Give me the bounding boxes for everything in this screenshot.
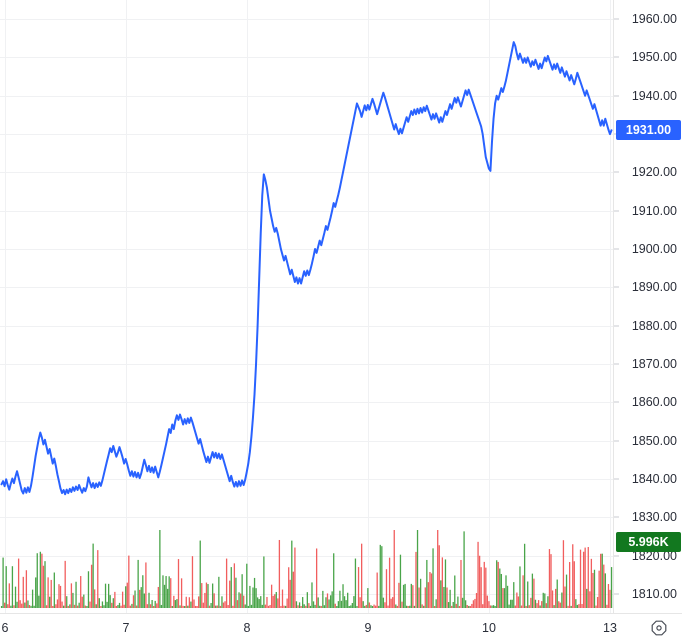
price-axis-tick-label: 1870.00 — [631, 356, 677, 371]
price-axis-tick-mark — [614, 248, 619, 250]
price-axis-tick-label: 1830.00 — [631, 509, 677, 524]
price-axis-tick-label: 1820.00 — [631, 548, 677, 563]
price-axis-tick-mark — [614, 171, 619, 173]
price-axis-tick-mark — [614, 555, 619, 557]
axis-settings-button[interactable] — [644, 613, 674, 643]
price-axis-tick-label: 1960.00 — [631, 11, 677, 26]
volume-value-badge[interactable]: 5.996K — [616, 532, 681, 552]
price-axis-tick-mark — [614, 95, 619, 97]
price-axis-tick-label: 1810.00 — [631, 586, 677, 601]
price-axis-tick-label: 1890.00 — [631, 280, 677, 295]
price-axis-tick-label: 1920.00 — [631, 165, 677, 180]
chart-plot-area[interactable] — [0, 0, 613, 613]
price-axis-tick-mark — [614, 210, 619, 212]
last-price-badge[interactable]: 1931.00 — [616, 120, 681, 141]
price-axis-tick-label: 1880.00 — [631, 318, 677, 333]
chart-gridlines — [0, 0, 613, 613]
price-axis-tick-label: 1910.00 — [631, 203, 677, 218]
price-axis-tick-mark — [614, 593, 619, 595]
price-line-series — [0, 41, 613, 496]
volume-histogram — [0, 530, 613, 608]
time-axis-tick-label: 13 — [603, 621, 617, 635]
time-axis-tick-label: 7 — [122, 621, 130, 635]
price-axis-tick-mark — [614, 401, 619, 403]
price-axis-tick-mark — [614, 516, 619, 518]
time-axis-tick-label: 8 — [243, 621, 251, 635]
price-axis-tick-label: 1900.00 — [631, 241, 677, 256]
price-axis-tick-label: 1860.00 — [631, 395, 677, 410]
price-axis-tick-mark — [614, 478, 619, 480]
price-axis-tick-mark — [614, 325, 619, 327]
price-axis[interactable]: 1960.001950.001940.001930.001920.001910.… — [613, 0, 682, 613]
price-axis-tick-mark — [614, 363, 619, 365]
price-axis-tick-label: 1850.00 — [631, 433, 677, 448]
price-axis-tick-label: 1950.00 — [631, 50, 677, 65]
axis-settings-icon — [650, 619, 668, 637]
price-axis-tick-label: 1940.00 — [631, 88, 677, 103]
price-axis-tick-label: 1840.00 — [631, 471, 677, 486]
time-axis-tick-label: 9 — [364, 621, 372, 635]
price-axis-tick-mark — [614, 56, 619, 58]
time-axis[interactable]: 6 7 8 9 10 13 — [0, 613, 682, 644]
time-axis-tick-label: 6 — [1, 621, 9, 635]
price-axis-tick-mark — [614, 18, 619, 20]
price-axis-tick-mark — [614, 440, 619, 442]
time-axis-tick-label: 10 — [482, 621, 496, 635]
price-axis-tick-mark — [614, 286, 619, 288]
